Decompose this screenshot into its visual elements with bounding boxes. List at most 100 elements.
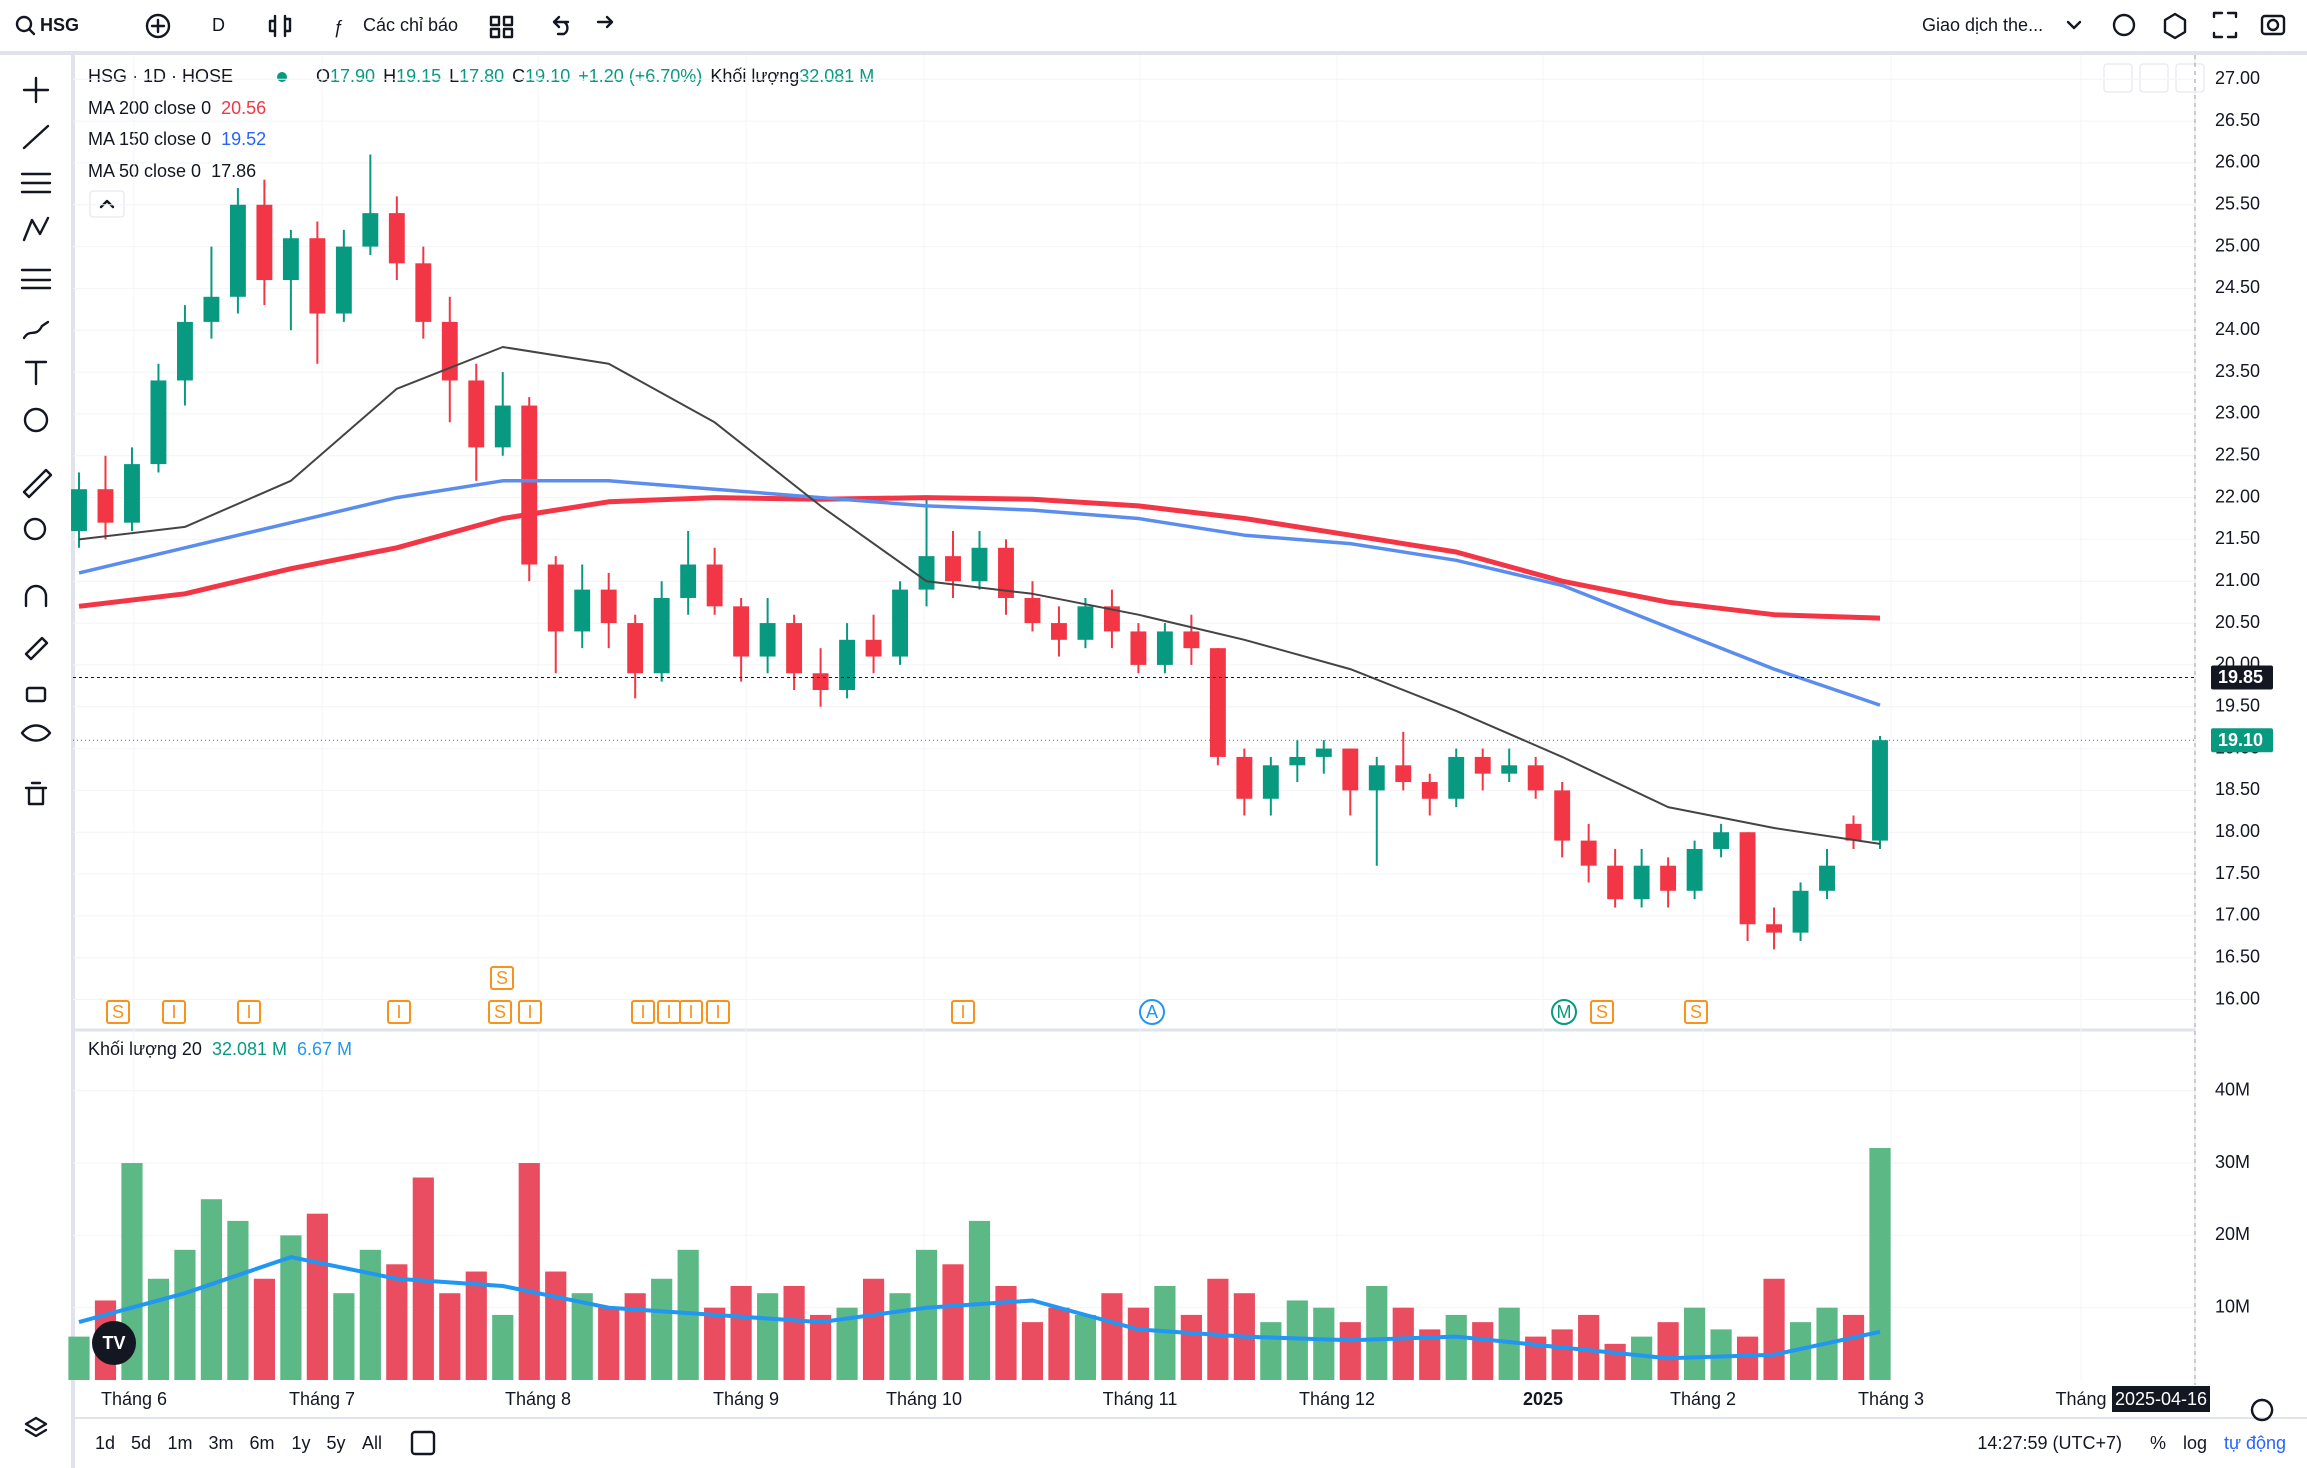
fullscreen-button[interactable] <box>2212 11 2238 39</box>
l-value: 17.80 <box>459 66 504 86</box>
volume-bar <box>1339 1322 1361 1380</box>
range-button[interactable]: 1d <box>95 1433 115 1453</box>
volume-bar <box>1869 1148 1891 1380</box>
object-tree[interactable] <box>24 1416 48 1438</box>
text-tool[interactable] <box>24 360 48 386</box>
prediction-tool[interactable] <box>20 268 52 290</box>
volume-bar <box>598 1307 620 1380</box>
pane-maximize[interactable] <box>2175 63 2205 93</box>
candle-body <box>1368 765 1385 791</box>
candle-body <box>547 564 564 632</box>
candle-body <box>839 639 856 691</box>
visibility-tool[interactable] <box>20 724 52 742</box>
ma-value: 19.52 <box>221 129 266 149</box>
pane-collapse[interactable] <box>2139 63 2169 93</box>
pattern-tool[interactable] <box>22 216 50 242</box>
magnet-tool[interactable] <box>24 584 48 608</box>
candle-body <box>998 547 1014 598</box>
candle-body <box>521 405 538 565</box>
pane-down[interactable] <box>2103 63 2133 93</box>
trade-button[interactable]: Giao dịch the... <box>1922 15 2043 35</box>
range-button[interactable]: 3m <box>208 1433 233 1453</box>
range-button[interactable]: All <box>362 1433 382 1453</box>
event-label: I <box>246 1002 251 1022</box>
fib-tool[interactable] <box>20 172 52 194</box>
plus-icon <box>150 18 166 34</box>
range-button[interactable]: 6m <box>249 1433 274 1453</box>
layout-button[interactable] <box>489 15 514 39</box>
undo-button[interactable] <box>552 15 570 36</box>
volume-pane-ma: 6.67 M <box>297 1039 352 1059</box>
candle-body <box>1130 631 1147 665</box>
delete-tool[interactable] <box>24 781 48 806</box>
range-button[interactable]: 5y <box>326 1433 345 1453</box>
brush-tool[interactable] <box>22 320 50 340</box>
compare-button[interactable] <box>145 13 171 39</box>
event-marker <box>162 1000 186 1024</box>
indicators-button[interactable]: Các chỉ báo <box>363 15 458 35</box>
log-toggle[interactable]: log <box>2183 1433 2207 1453</box>
event-label: I <box>171 1002 176 1022</box>
camera-lens <box>2266 18 2280 32</box>
y-tick-label: 23.00 <box>2215 403 2260 423</box>
y-tick-label: 21.50 <box>2215 528 2260 548</box>
percent-toggle[interactable]: % <box>2150 1433 2166 1453</box>
candle-body <box>1554 790 1571 841</box>
chart-type-button[interactable] <box>268 14 292 38</box>
candle-body <box>574 589 591 632</box>
zoom-tool[interactable] <box>23 517 47 541</box>
axis-settings[interactable] <box>2250 1398 2274 1422</box>
candle-body <box>865 639 882 657</box>
volume-bar <box>1604 1343 1626 1380</box>
y-tick-label: 10M <box>2215 1296 2250 1316</box>
ruler-tool[interactable] <box>22 468 53 499</box>
range-button[interactable]: 1m <box>167 1433 192 1453</box>
search-icon[interactable] <box>15 15 33 33</box>
volume-label: Khối lượng <box>710 66 799 86</box>
volume-bar <box>253 1278 275 1380</box>
candle-body <box>150 380 167 465</box>
interval[interactable]: D <box>212 15 225 35</box>
candle-body <box>229 204 246 297</box>
volume-bar <box>1180 1314 1202 1380</box>
tv-logo[interactable] <box>92 1321 136 1365</box>
ma-line <box>78 495 1881 621</box>
candle-body <box>680 564 697 598</box>
draw-lock-tool[interactable] <box>24 636 49 661</box>
symbol[interactable]: HSG <box>40 15 79 35</box>
volume-bar <box>1101 1293 1123 1380</box>
volume-bar <box>200 1199 223 1380</box>
volume-bar <box>359 1249 381 1380</box>
event-label: S <box>1690 1002 1702 1022</box>
y-tick-label: 23.50 <box>2215 361 2260 381</box>
candle-body <box>733 606 750 657</box>
candle-body <box>812 673 829 691</box>
y-tick-label: 25.50 <box>2215 194 2260 214</box>
event-label: I <box>666 1002 671 1022</box>
volume-bar <box>1445 1314 1467 1380</box>
candle-body <box>759 623 776 657</box>
lock-tool[interactable] <box>25 686 47 703</box>
event-marker <box>518 1000 542 1024</box>
y-tick-label: 18.50 <box>2215 779 2260 799</box>
candle-body <box>1633 865 1650 900</box>
x-tick-label: Tháng 6 <box>101 1389 167 1409</box>
volume-bar <box>333 1293 355 1380</box>
volume-bar <box>1657 1322 1679 1380</box>
goto-date[interactable] <box>410 1430 436 1456</box>
crosshair-tool[interactable] <box>22 76 50 104</box>
trendline-tool[interactable] <box>22 124 50 150</box>
volume-bar <box>439 1293 461 1380</box>
emoji-tool[interactable] <box>23 407 49 433</box>
market-status <box>277 72 287 82</box>
range-button[interactable]: 1y <box>291 1433 310 1453</box>
alert-button[interactable] <box>2112 13 2136 37</box>
settings-button[interactable] <box>2163 12 2187 40</box>
redo-button[interactable] <box>596 15 614 29</box>
range-button[interactable]: 5d <box>131 1433 151 1453</box>
volume-bar <box>1525 1336 1547 1380</box>
collapse-legend[interactable] <box>89 190 125 218</box>
candle-body <box>653 597 670 674</box>
screenshot-button[interactable] <box>2260 14 2286 36</box>
auto-toggle[interactable]: tự động <box>2224 1433 2286 1453</box>
